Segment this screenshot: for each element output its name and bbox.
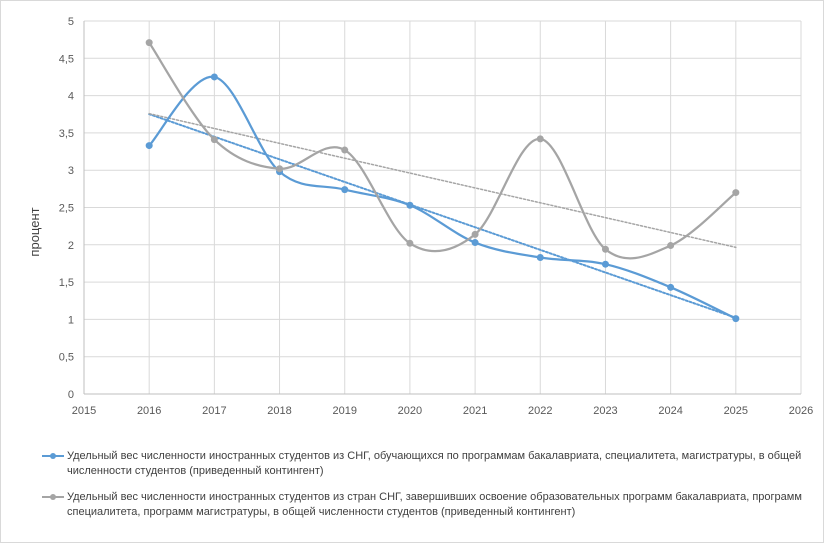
y-tick-label: 1,5 (59, 277, 74, 289)
data-point-series-2 (341, 146, 349, 154)
x-tick-label: 2022 (528, 405, 552, 417)
data-point-series-2 (406, 239, 414, 247)
data-point-series-2 (536, 135, 544, 143)
x-tick-label: 2018 (267, 405, 291, 417)
data-point-series-2 (210, 136, 218, 144)
data-point-series-1 (667, 283, 675, 291)
x-tick-label: 2021 (463, 405, 487, 417)
y-tick-label: 0 (68, 389, 74, 401)
data-point-series-2 (145, 39, 153, 47)
y-tick-label: 3,5 (59, 128, 74, 140)
series-line-2 (148, 42, 737, 260)
y-tick-label: 5 (68, 16, 74, 28)
data-point-series-1 (210, 73, 218, 81)
legend-label-series-2: Удельный вес численности иностранных сту… (67, 491, 802, 518)
x-tick-label: 2020 (398, 405, 422, 417)
data-series (145, 39, 740, 323)
data-point-series-1 (732, 315, 740, 323)
legend: Удельный вес численности иностранных сту… (41, 449, 811, 531)
trendlines (148, 112, 737, 319)
gridlines (84, 20, 802, 394)
x-tick-label: 2024 (658, 405, 682, 417)
x-tick-label: 2019 (332, 405, 356, 417)
x-tick-label: 2023 (593, 405, 617, 417)
axes (83, 21, 801, 395)
data-point-series-1 (341, 186, 349, 194)
line-chart: 0 0,5 1 1,5 2 2,5 3 3,5 4 4,5 5 2015 2016 2017 2018 201… (27, 16, 814, 417)
trendline-series-2 (148, 112, 737, 249)
data-point-series-2 (732, 189, 740, 197)
data-point-series-1 (145, 142, 153, 150)
y-tick-label: 3 (68, 165, 74, 177)
data-point-series-1 (471, 239, 479, 247)
data-point-series-2 (601, 245, 609, 253)
y-tick-label: 4,5 (59, 53, 74, 65)
legend-entry-series-2: Удельный вес численности иностранных сту… (41, 490, 811, 520)
trendline-series-1 (148, 113, 737, 319)
x-tick-label: 2025 (724, 405, 748, 417)
x-tick-label: 2017 (202, 405, 226, 417)
x-tick-label: 2016 (137, 405, 161, 417)
data-point-series-1 (601, 260, 609, 268)
y-tick-label: 4 (68, 91, 74, 103)
data-point-series-1 (536, 253, 544, 261)
data-point-series-2 (471, 230, 479, 238)
legend-marker-series-2 (42, 494, 64, 500)
y-tick-label: 2 (68, 240, 74, 252)
x-tick-label: 2015 (72, 405, 96, 417)
data-point-series-2 (667, 242, 675, 250)
x-tick-label: 2026 (789, 405, 813, 417)
legend-entry-series-1: Удельный вес численности иностранных сту… (41, 449, 811, 479)
series-line-1 (148, 75, 737, 320)
tick-labels: 0 0,5 1 1,5 2 2,5 3 3,5 4 4,5 5 2015 2016 2017 2018 201… (59, 16, 814, 417)
legend-label-series-1: Удельный вес численности иностранных сту… (67, 450, 802, 477)
y-tick-label: 0,5 (59, 352, 74, 364)
legend-marker-series-1 (42, 453, 64, 459)
y-axis-title: процент (27, 207, 42, 256)
data-point-series-1 (406, 201, 414, 209)
data-point-series-2 (276, 165, 284, 173)
y-tick-label: 2,5 (59, 203, 74, 215)
y-tick-label: 1 (68, 314, 74, 326)
